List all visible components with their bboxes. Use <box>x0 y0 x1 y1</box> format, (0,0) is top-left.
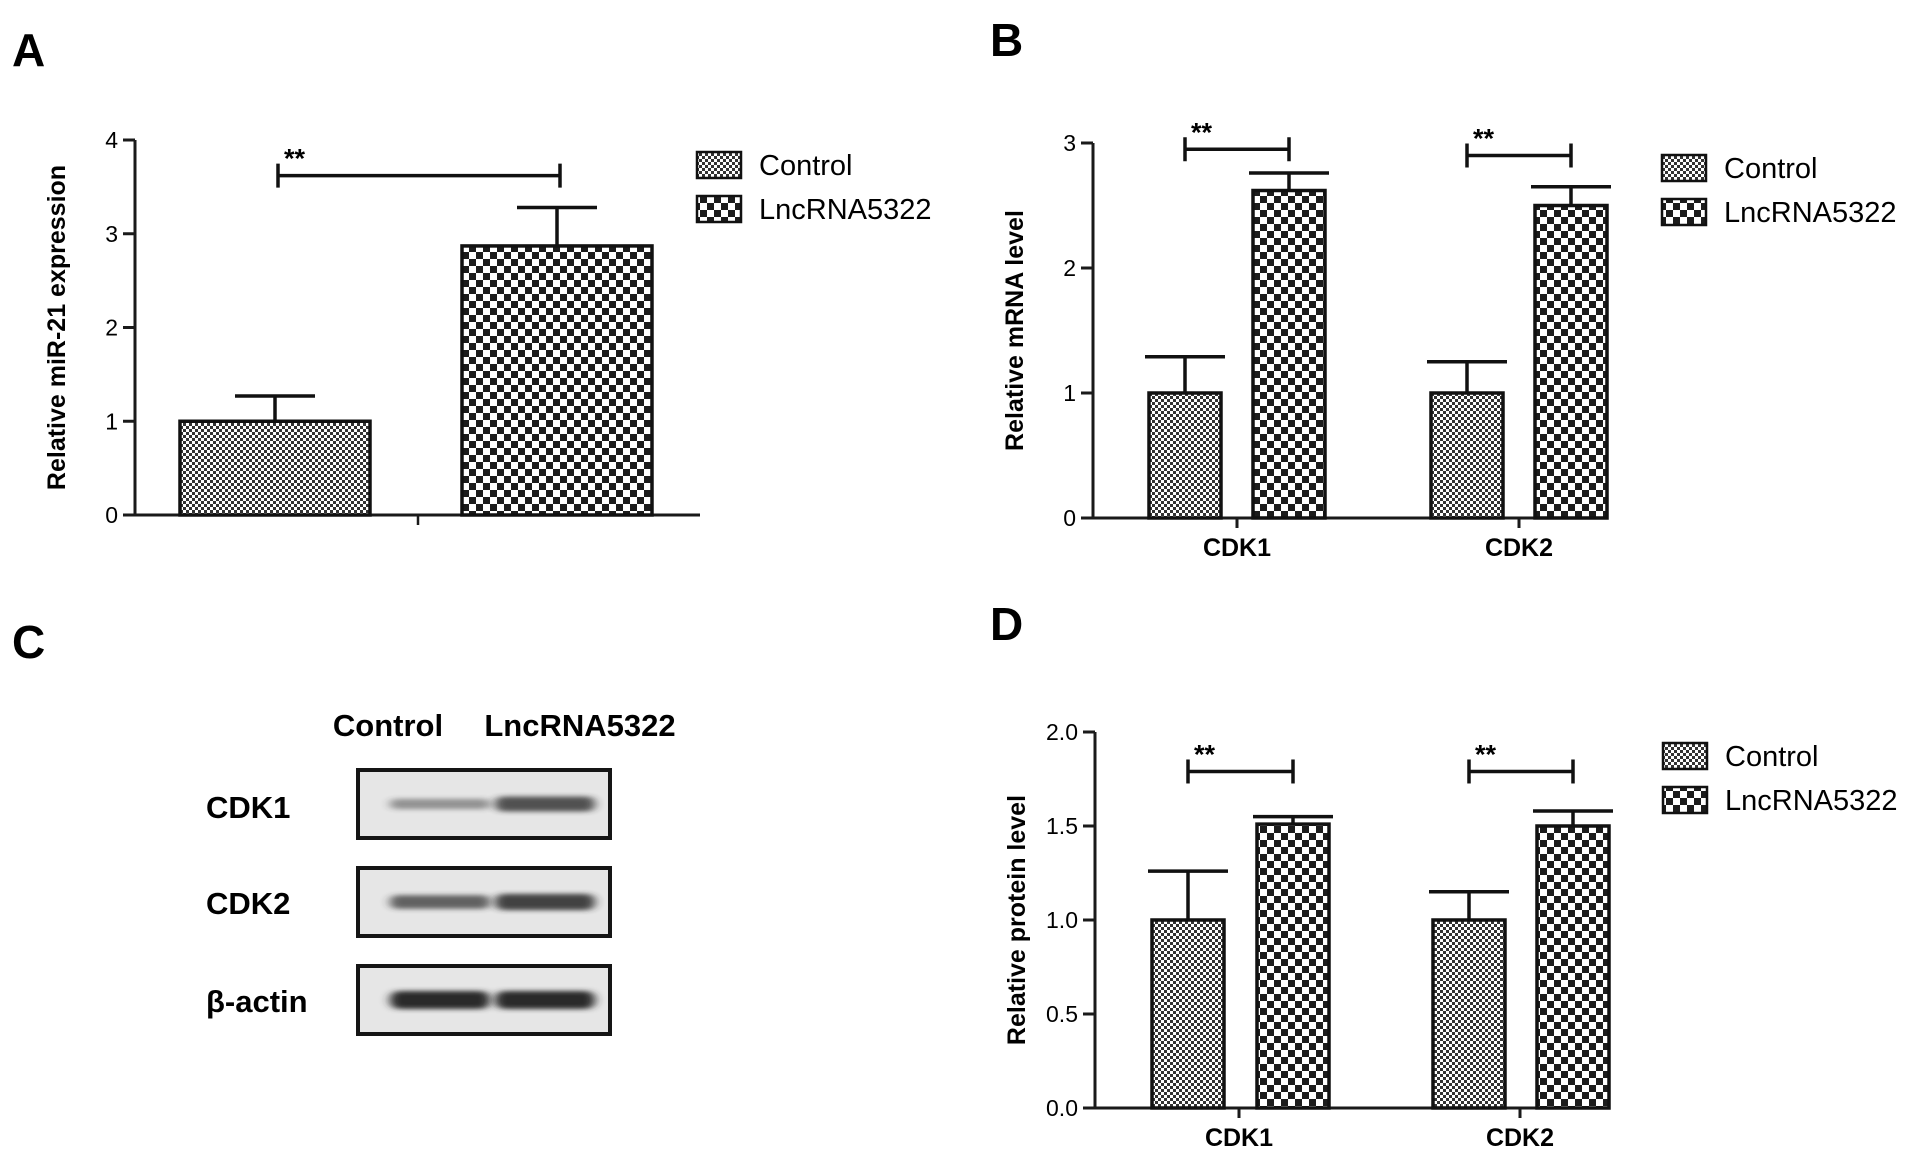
panel-label-b: B <box>990 14 1023 66</box>
blot-row-label-beta-actin: β-actin <box>206 984 308 1019</box>
chart-b-legend-swatch-control <box>1660 153 1708 183</box>
blot-band-cdk1-lncrna5322 <box>495 796 595 812</box>
chart-a-legend-swatch-control <box>695 150 743 180</box>
chart-a-legend-label-lncrna5322: LncRNA5322 <box>759 194 932 226</box>
chart-a-legend-label-control: Control <box>759 150 853 182</box>
chart-a-y-tick-label: 2 <box>105 315 118 341</box>
chart-a-bar-lncrna5322 <box>460 244 654 517</box>
chart-d-significance-label: ** <box>1194 739 1216 769</box>
chart-b-x-tick-label-cdk2: CDK2 <box>1485 534 1553 562</box>
chart-d-legend-label-lncrna5322: LncRNA5322 <box>1725 785 1898 817</box>
chart-d-legend-swatch-control <box>1661 741 1709 771</box>
chart-d-y-tick-label: 0.0 <box>1046 1095 1078 1121</box>
blot-row-label-cdk2: CDK2 <box>206 886 290 921</box>
panel-label-a: A <box>12 24 45 76</box>
chart-b-significance-label: ** <box>1473 124 1495 154</box>
chart-a-y-tick-label: 1 <box>105 408 118 434</box>
chart-b-y-tick-label: 1 <box>1063 380 1076 406</box>
chart-d-legend-swatch-lncrna5322 <box>1661 785 1709 815</box>
blot-band-cdk2-control <box>390 895 490 909</box>
chart-b-y-tick-label: 3 <box>1063 130 1076 156</box>
blot-row-label-cdk1: CDK1 <box>206 790 290 825</box>
panel-label-c: C <box>12 616 45 668</box>
chart-d-y-axis-label: Relative protein level <box>1003 795 1031 1045</box>
blot-band-cdk2-lncrna5322 <box>495 893 595 911</box>
blot-column-lncrna5322: LncRNA5322 <box>484 708 675 743</box>
chart-b-bar-control-cdk2 <box>1429 391 1505 520</box>
chart-b-legend-label-control: Control <box>1724 153 1818 185</box>
western-blot-panel: Control LncRNA5322 CDK1 CDK2 β-actin <box>206 708 676 1036</box>
chart-b-y-tick-label: 0 <box>1063 505 1076 531</box>
chart-d-bar-control-cdk1 <box>1150 918 1226 1110</box>
chart-b-bar-control-cdk1 <box>1147 391 1223 520</box>
chart-b-bar-lncrna5322-cdk1 <box>1251 188 1327 520</box>
chart-panel-b: 0 1 2 3 Relative mRNA level CDK1 CDK2 ** ** Contr… <box>1001 117 1897 562</box>
chart-d-bar-lncrna5322-cdk2 <box>1535 824 1611 1110</box>
blot-column-control: Control <box>333 708 443 743</box>
chart-d-x-tick-label-cdk1: CDK1 <box>1205 1124 1273 1152</box>
chart-d-y-tick-label: 1.0 <box>1046 907 1078 933</box>
chart-b-y-axis-label: Relative mRNA level <box>1001 210 1029 451</box>
chart-a-significance-label: ** <box>284 144 306 174</box>
chart-d-y-tick-label: 0.5 <box>1046 1001 1078 1027</box>
chart-a-y-tick-label: 0 <box>105 502 118 528</box>
chart-d-y-tick-label: 2.0 <box>1046 719 1078 745</box>
chart-d-bar-lncrna5322-cdk1 <box>1255 822 1331 1110</box>
chart-b-x-tick-label-cdk1: CDK1 <box>1203 534 1271 562</box>
chart-b-bar-lncrna5322-cdk2 <box>1533 203 1609 520</box>
chart-a-y-tick-label: 4 <box>105 127 118 153</box>
chart-d-bar-control-cdk2 <box>1431 918 1507 1110</box>
chart-d-legend-label-control: Control <box>1725 741 1819 773</box>
chart-a-y-tick-label: 3 <box>105 221 118 247</box>
blot-band-actin-lncrna5322 <box>495 991 595 1009</box>
chart-d-x-tick-label-cdk2: CDK2 <box>1486 1124 1554 1152</box>
panel-label-d: D <box>990 598 1023 650</box>
chart-a-y-axis-label: Relative miR-21 expression <box>43 165 71 490</box>
chart-b-y-tick-label: 2 <box>1063 255 1076 281</box>
chart-panel-d: 0.0 0.5 1.0 1.5 2.0 Relative protein level CDK… <box>1003 719 1898 1152</box>
chart-panel-a: 0 1 2 3 4 Relative miR-21 expression ** Control… <box>43 127 932 528</box>
chart-b-legend-label-lncrna5322: LncRNA5322 <box>1724 197 1897 229</box>
chart-b-significance-label: ** <box>1191 117 1213 147</box>
chart-a-legend-swatch-lncrna5322 <box>695 194 743 224</box>
chart-b-legend-swatch-lncrna5322 <box>1660 197 1708 227</box>
blot-band-actin-control <box>390 991 490 1009</box>
chart-d-y-tick-label: 1.5 <box>1046 813 1078 839</box>
blot-band-cdk1-control <box>390 798 490 810</box>
chart-d-significance-label: ** <box>1475 739 1497 769</box>
chart-a-bar-control <box>178 419 372 517</box>
